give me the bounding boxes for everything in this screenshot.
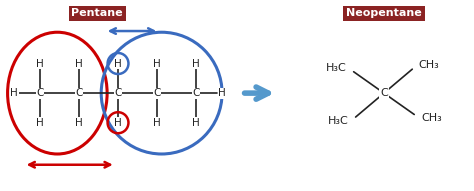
Text: H: H bbox=[36, 118, 44, 128]
Text: Neopentane: Neopentane bbox=[346, 8, 422, 18]
Text: C: C bbox=[114, 88, 122, 98]
Text: C: C bbox=[380, 88, 388, 98]
Text: H: H bbox=[153, 58, 161, 69]
Text: H: H bbox=[114, 118, 122, 128]
Text: CH₃: CH₃ bbox=[421, 113, 442, 123]
Text: H: H bbox=[10, 88, 18, 98]
Text: Pentane: Pentane bbox=[72, 8, 123, 18]
Text: H: H bbox=[114, 58, 122, 69]
Text: H: H bbox=[153, 118, 161, 128]
Text: H: H bbox=[218, 88, 226, 98]
Text: H₃C: H₃C bbox=[328, 116, 349, 126]
Text: H: H bbox=[192, 58, 200, 69]
Text: C: C bbox=[36, 88, 44, 98]
Text: C: C bbox=[75, 88, 83, 98]
Text: H: H bbox=[75, 118, 83, 128]
Text: H: H bbox=[75, 58, 83, 69]
Text: C: C bbox=[153, 88, 161, 98]
Text: C: C bbox=[192, 88, 200, 98]
Text: H₃C: H₃C bbox=[326, 63, 346, 74]
Text: H: H bbox=[192, 118, 200, 128]
Text: CH₃: CH₃ bbox=[419, 61, 439, 70]
Text: H: H bbox=[36, 58, 44, 69]
